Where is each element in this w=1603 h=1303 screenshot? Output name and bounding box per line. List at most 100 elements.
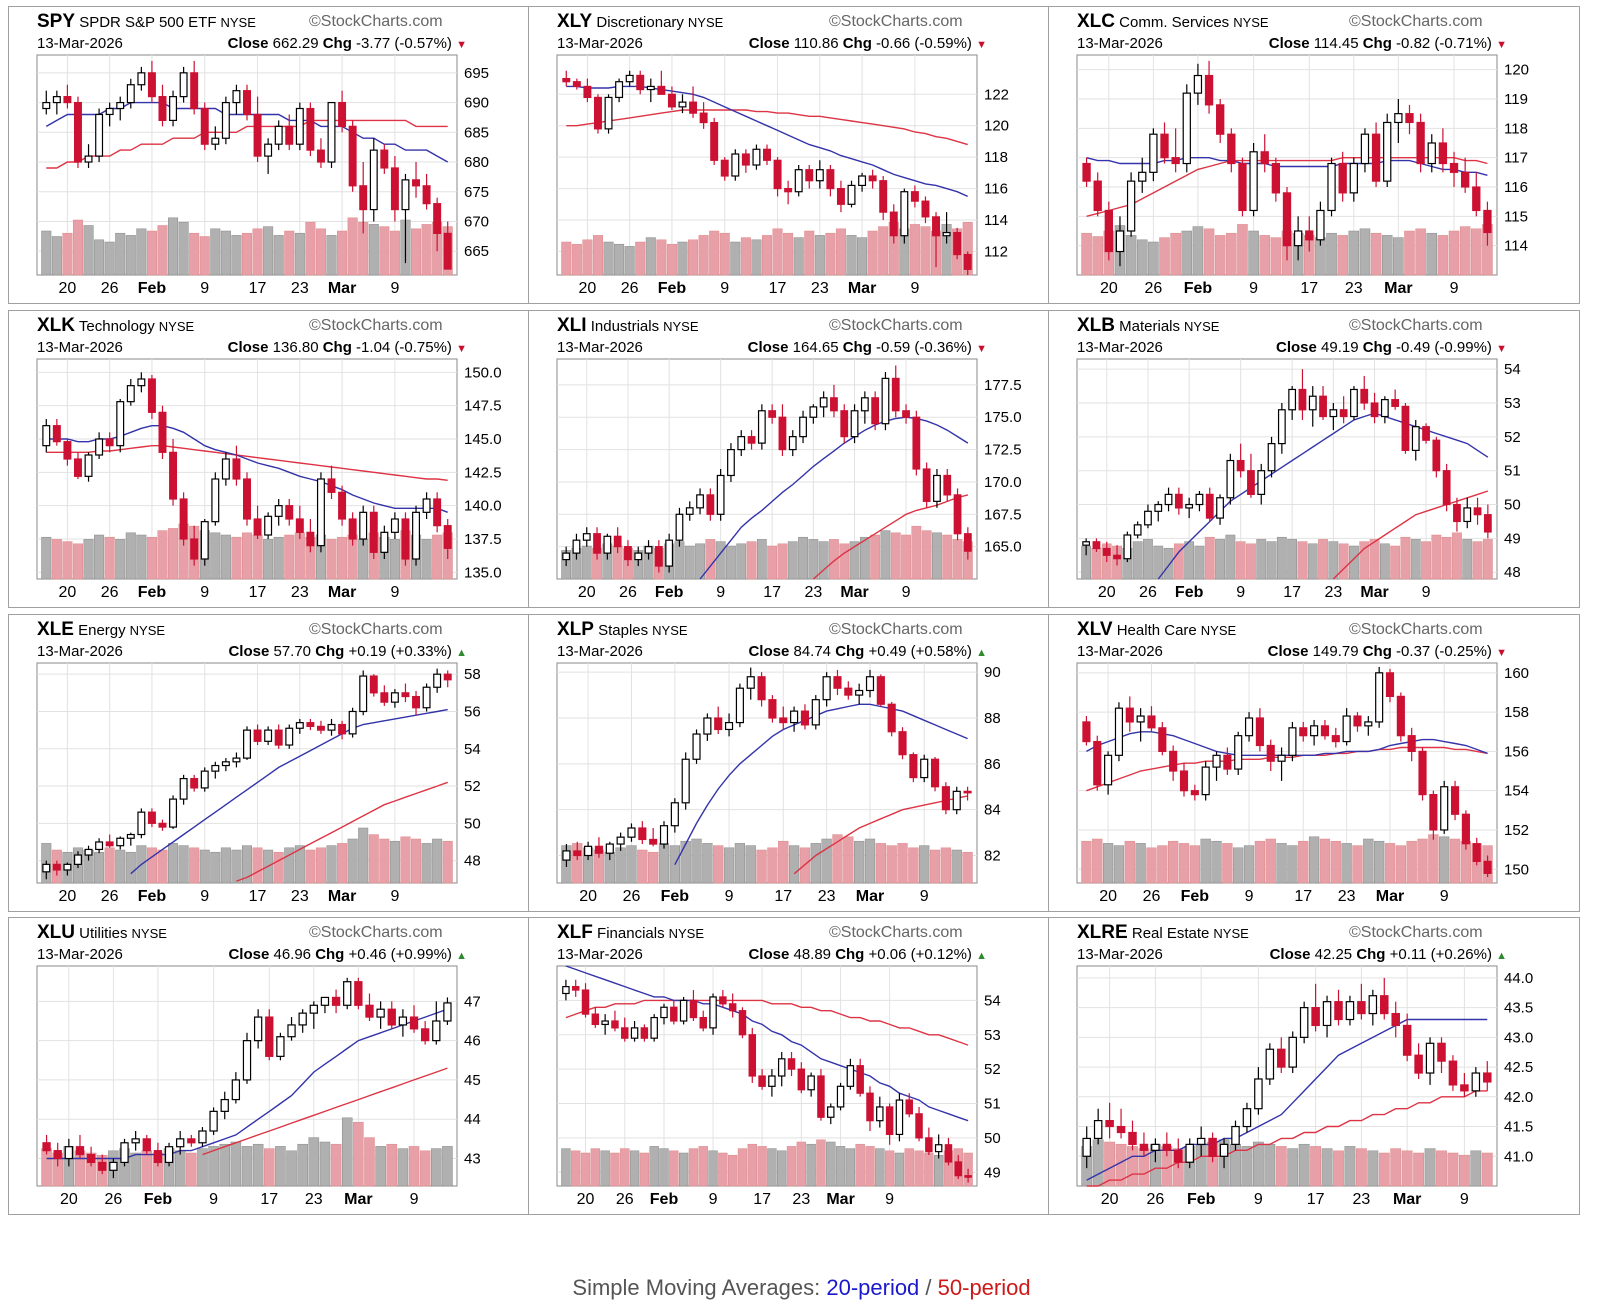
- volume-bar: [1390, 1148, 1402, 1187]
- volume-bar: [728, 1154, 738, 1187]
- candle: [833, 669, 842, 696]
- volume-bar: [751, 239, 762, 276]
- volume-bar: [1265, 838, 1276, 884]
- quote-values: Close 662.29 Chg -3.77 (-0.57%) ▼: [227, 35, 467, 52]
- candle: [105, 102, 114, 127]
- candle: [876, 674, 885, 707]
- x-tick-label: 9: [1440, 888, 1449, 905]
- volume-bar: [315, 228, 326, 276]
- candle-body: [644, 546, 653, 554]
- candle: [1299, 1001, 1309, 1044]
- x-tick-label: 9: [1450, 280, 1459, 297]
- volume-bar: [649, 1146, 659, 1187]
- volume-bar: [1092, 838, 1103, 884]
- candle-body: [727, 448, 735, 477]
- candle-body: [433, 673, 442, 688]
- candle-body: [1460, 1084, 1469, 1092]
- candle: [95, 108, 104, 163]
- candle: [1311, 983, 1320, 1032]
- candle: [1154, 501, 1163, 522]
- volume-bar: [1406, 840, 1417, 884]
- chart-header: XLRE Real Estate NYSE: [1077, 922, 1249, 944]
- volume-bar: [859, 536, 870, 580]
- candle: [1396, 692, 1405, 742]
- candle: [953, 488, 962, 541]
- y-tick-label: 137.5: [464, 531, 502, 548]
- candle: [432, 1001, 441, 1045]
- volume-bar: [849, 541, 860, 580]
- candle-body: [699, 1016, 707, 1029]
- candle-body: [1432, 439, 1441, 472]
- volume-bar: [1355, 1148, 1367, 1187]
- volume-bar: [929, 849, 941, 884]
- exchange: NYSE: [663, 319, 699, 334]
- y-tick-label: 165.0: [984, 539, 1022, 556]
- volume-bar: [821, 838, 832, 884]
- candle: [922, 462, 931, 508]
- y-tick-label: 167.5: [984, 506, 1022, 523]
- volume-bar: [1370, 232, 1382, 276]
- candle-body: [209, 1110, 218, 1132]
- candle: [1162, 1132, 1172, 1157]
- candle: [689, 990, 698, 1021]
- candle: [1460, 1073, 1469, 1097]
- candle-body: [850, 410, 859, 438]
- candle: [678, 94, 687, 114]
- candle: [52, 860, 61, 876]
- volume-bar: [1178, 843, 1190, 884]
- candle: [1472, 837, 1481, 866]
- volume-bar: [115, 849, 126, 884]
- volume-bar: [1211, 840, 1222, 884]
- candle-body: [1350, 388, 1358, 418]
- x-tick-label: 17: [1294, 888, 1312, 905]
- candle: [1223, 747, 1232, 775]
- x-tick-label: Mar: [1393, 1191, 1421, 1208]
- candle-body: [116, 401, 125, 447]
- candle: [844, 681, 853, 700]
- candle: [1149, 128, 1158, 182]
- candle: [584, 841, 593, 861]
- volume-bar: [1189, 845, 1200, 884]
- candle: [1249, 143, 1258, 217]
- volume-bar: [737, 1148, 748, 1187]
- candle: [625, 70, 634, 87]
- candle-body: [126, 385, 135, 403]
- volume-bar: [615, 847, 626, 884]
- stockcharts-watermark: ©StockCharts.com: [1349, 317, 1483, 334]
- candle-body: [963, 533, 972, 552]
- volume-bar: [1378, 1152, 1390, 1187]
- candle: [581, 983, 590, 1018]
- sma50-line: [1332, 490, 1489, 580]
- candle-body: [562, 77, 571, 83]
- candle-body: [369, 149, 378, 211]
- candle-body: [710, 121, 719, 161]
- volume-bar: [104, 847, 115, 884]
- candle-body: [1226, 459, 1235, 499]
- candle-body: [443, 1002, 452, 1022]
- x-tick-label: 20: [579, 280, 597, 297]
- volume-bar: [952, 539, 963, 580]
- volume-bar: [1287, 1148, 1299, 1187]
- candle: [1427, 134, 1436, 173]
- candle: [147, 808, 156, 828]
- candle-body: [681, 758, 690, 804]
- candle: [1416, 113, 1425, 173]
- candle: [933, 469, 941, 508]
- volume-bar: [629, 1150, 640, 1187]
- volume-bar: [718, 1152, 728, 1187]
- candle-body: [327, 723, 336, 731]
- exchange: NYSE: [1200, 623, 1237, 638]
- candle: [964, 1168, 972, 1183]
- volume-bar: [1181, 230, 1193, 276]
- fund-name: Industrials: [586, 318, 660, 335]
- candle: [1115, 216, 1125, 267]
- candle-body: [169, 451, 178, 500]
- change-value: +0.49 (+0.58%): [864, 643, 977, 660]
- quote-values: Close 114.45 Chg -0.82 (-0.71%) ▼: [1268, 35, 1507, 52]
- volume-bar: [1153, 545, 1164, 580]
- candle-body: [432, 1020, 441, 1042]
- candle-body: [1267, 443, 1276, 472]
- volume-bar: [904, 1148, 914, 1187]
- volume-bar: [1254, 840, 1266, 884]
- candle-body: [790, 710, 799, 724]
